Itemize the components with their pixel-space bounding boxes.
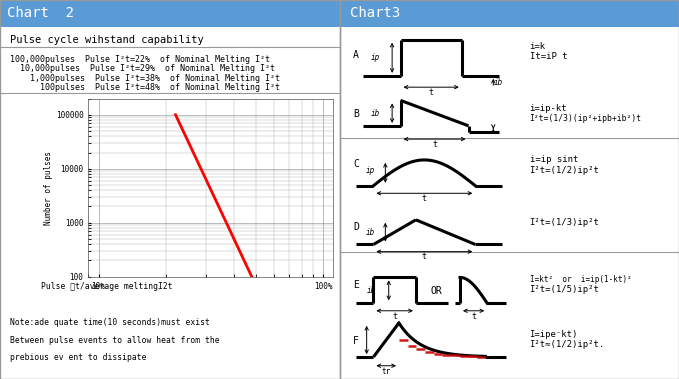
Text: i=k: i=k — [530, 42, 546, 51]
Text: ip: ip — [365, 166, 375, 175]
Text: I²t=(1/3)ip²t: I²t=(1/3)ip²t — [530, 218, 600, 227]
FancyBboxPatch shape — [340, 0, 679, 27]
Text: ib: ib — [494, 78, 503, 87]
Text: Between pulse events to allow heat from the: Between pulse events to allow heat from … — [10, 336, 220, 345]
Text: ib: ib — [371, 109, 380, 117]
Text: Pulse cycle wihstand capability: Pulse cycle wihstand capability — [10, 35, 204, 45]
Text: t: t — [428, 88, 434, 97]
Text: I²t=(1/2)ip²t: I²t=(1/2)ip²t — [530, 166, 600, 175]
Text: ib: ib — [367, 286, 376, 295]
Text: It=iP t: It=iP t — [530, 52, 567, 61]
Text: tr: tr — [382, 367, 391, 376]
Text: 1,000pulses  Pulse I²t=38%  of Nominal Melting I²t: 1,000pulses Pulse I²t=38% of Nominal Mel… — [10, 74, 280, 83]
Text: C: C — [353, 159, 359, 169]
Text: 10,000pulses  Pulse I²t=29%  of Nominal Melting I²t: 10,000pulses Pulse I²t=29% of Nominal Me… — [10, 64, 275, 74]
Text: t: t — [392, 312, 397, 321]
Text: i=ip-kt: i=ip-kt — [530, 103, 567, 113]
Text: I=kt²  or  i=ip(1-kt)²: I=kt² or i=ip(1-kt)² — [530, 275, 631, 284]
Text: A: A — [353, 50, 359, 60]
Text: Chart3: Chart3 — [350, 6, 400, 20]
Text: 100,000pulses  Pulse I²t=22%  of Nominal Melting I²t: 100,000pulses Pulse I²t=22% of Nominal M… — [10, 55, 270, 64]
Text: OR: OR — [430, 286, 442, 296]
Text: E: E — [353, 280, 359, 290]
Text: ip: ip — [371, 53, 380, 62]
Text: I²t≈(1/2)ip²t.: I²t≈(1/2)ip²t. — [530, 340, 605, 349]
Text: I²t=(1/3)(ip²+ipb+ib²)t: I²t=(1/3)(ip²+ipb+ib²)t — [530, 114, 642, 123]
Text: prebious ev ent to dissipate: prebious ev ent to dissipate — [10, 353, 147, 362]
FancyBboxPatch shape — [0, 0, 340, 27]
Text: Chart  2: Chart 2 — [7, 6, 74, 20]
Text: i=ip sint: i=ip sint — [530, 155, 578, 164]
Text: F: F — [353, 336, 359, 346]
Text: t: t — [422, 194, 427, 203]
Text: I²t=(1/5)ip²t: I²t=(1/5)ip²t — [530, 285, 600, 294]
Text: t: t — [422, 252, 427, 262]
Text: B: B — [353, 109, 359, 119]
Text: Note:ade quate time(10 seconds)must exist: Note:ade quate time(10 seconds)must exis… — [10, 318, 210, 327]
Text: 100pulses  Pulse I²t=48%  of Nominal Melting I²t: 100pulses Pulse I²t=48% of Nominal Melti… — [10, 83, 280, 92]
Text: D: D — [353, 222, 359, 232]
Text: I=ipe⁻kt): I=ipe⁻kt) — [530, 330, 578, 339]
Text: ib: ib — [365, 228, 375, 236]
Y-axis label: Number of pulses: Number of pulses — [44, 150, 53, 225]
Text: t: t — [471, 312, 476, 321]
Text: Pulse ǲt/average meltingI2t: Pulse ǲt/average meltingI2t — [41, 282, 172, 291]
Text: t: t — [432, 140, 437, 149]
